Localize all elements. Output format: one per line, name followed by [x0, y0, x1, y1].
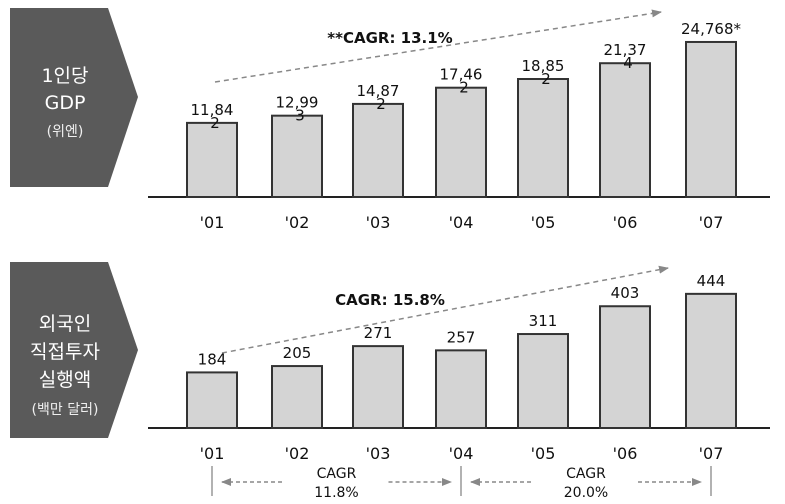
fdi-sub-cagr: CAGR 11.8% CAGR 20.0% — [211, 466, 712, 501]
gdp-category-label: '07 — [699, 213, 724, 232]
gdp-category-label: '02 — [285, 213, 310, 232]
fdi-category-label: '03 — [366, 444, 391, 463]
fdi-value-label: 184 — [198, 350, 227, 368]
fdi-bar — [517, 333, 569, 429]
fdi-sub-cagr-value: 11.8% — [314, 485, 358, 501]
fdi-value-label: 311 — [529, 312, 558, 330]
fdi-bar — [599, 305, 651, 429]
fdi-trend-arrow — [221, 265, 669, 354]
gdp-category-label: '05 — [531, 213, 556, 232]
gdp-panel: **CAGR: 13.1% 11,842'0112,993'0214,872'0… — [148, 9, 770, 232]
gdp-bars: 11,842'0112,993'0214,872'0317,462'0418,8… — [186, 20, 741, 232]
gdp-bar — [685, 40, 737, 198]
fdi-bar — [685, 292, 737, 429]
fdi-bar — [186, 371, 238, 429]
fdi-panel-label-line-2: 직접투자 — [30, 341, 100, 363]
gdp-value-label-overflow: 2 — [376, 95, 386, 113]
gdp-value-label: 17,46 — [440, 66, 483, 84]
gdp-trend-arrow — [214, 9, 662, 83]
gdp-cagr-label: **CAGR: 13.1% — [327, 29, 452, 47]
gdp-panel-arrow-shape — [10, 8, 138, 187]
gdp-category-label: '03 — [366, 213, 391, 232]
gdp-panel-label-line-2: GDP — [45, 92, 86, 114]
gdp-bar — [599, 62, 651, 198]
fdi-category-label: '02 — [285, 444, 310, 463]
fdi-bar — [352, 345, 404, 430]
gdp-bar — [517, 78, 569, 198]
gdp-value-label-overflow: 2 — [210, 114, 220, 132]
gdp-value-label-overflow: 2 — [459, 79, 469, 97]
gdp-panel-label-line-1: 1인당 — [41, 65, 88, 87]
fdi-cagr-label: CAGR: 15.8% — [335, 291, 445, 309]
fdi-panel-label-line-4: (백만 달러) — [32, 402, 99, 418]
gdp-bar — [186, 121, 238, 198]
fdi-category-label: '01 — [200, 444, 225, 463]
gdp-bar — [435, 86, 487, 198]
fdi-value-label: 403 — [611, 284, 640, 302]
gdp-value-label: 24,768* — [681, 20, 741, 38]
fdi-category-label: '04 — [449, 444, 474, 463]
gdp-value-label: 21,37 — [604, 41, 647, 59]
gdp-bar — [352, 102, 404, 198]
fdi-sub-cagr-label: CAGR — [566, 466, 606, 482]
gdp-category-label: '04 — [449, 213, 474, 232]
fdi-panel-label-line-1: 외국인 — [39, 313, 91, 335]
gdp-panel-label: 1인당 GDP (위엔) — [10, 8, 138, 187]
fdi-category-label: '05 — [531, 444, 556, 463]
fdi-category-label: '07 — [699, 444, 724, 463]
fdi-value-label: 444 — [697, 272, 726, 290]
gdp-panel-label-line-3: (위엔) — [47, 124, 84, 140]
fdi-panel-label-line-3: 실행액 — [39, 369, 91, 391]
fdi-panel: CAGR: 15.8% 184 '01 205 '02 271 '03 257 '04 311 '… — [148, 265, 770, 501]
gdp-value-label: 11,84 — [191, 101, 234, 119]
fdi-category-label: '06 — [613, 444, 638, 463]
gdp-value-label-overflow: 2 — [541, 70, 551, 88]
fdi-sub-cagr-label: CAGR — [317, 466, 357, 482]
fdi-value-label: 257 — [447, 328, 476, 346]
gdp-bar — [271, 114, 323, 198]
fdi-value-label: 271 — [364, 324, 393, 342]
fdi-bar — [435, 349, 487, 429]
gdp-value-label: 12,99 — [276, 94, 319, 112]
fdi-bar — [271, 365, 323, 430]
gdp-value-label: 18,85 — [522, 57, 565, 75]
gdp-value-label-overflow: 3 — [295, 107, 305, 125]
fdi-bars: 184 '01 205 '02 271 '03 257 '04 311 '05 403 '06 444 '… — [186, 272, 737, 463]
gdp-value-label: 14,87 — [357, 82, 400, 100]
gdp-category-label: '01 — [200, 213, 225, 232]
fdi-panel-arrow-shape — [10, 262, 138, 438]
gdp-value-label-overflow: 4 — [623, 54, 633, 72]
fdi-value-label: 205 — [283, 344, 312, 362]
fdi-panel-label: 외국인 직접투자 실행액 (백만 달러) — [10, 262, 138, 438]
gdp-category-label: '06 — [613, 213, 638, 232]
fdi-sub-cagr-value: 20.0% — [564, 485, 608, 501]
